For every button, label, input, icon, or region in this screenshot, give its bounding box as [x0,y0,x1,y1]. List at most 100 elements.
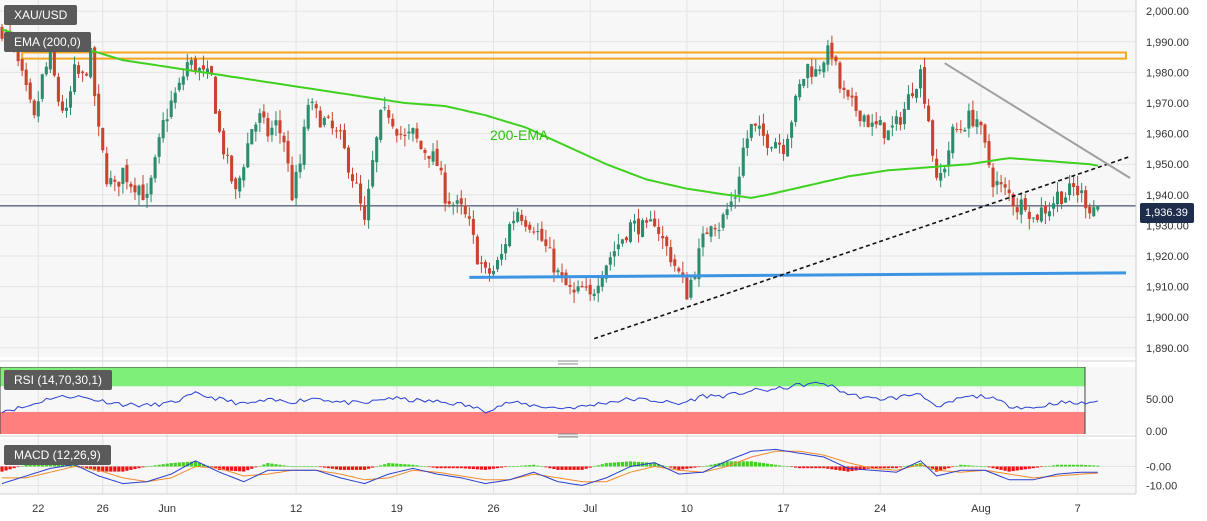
candle-body [161,120,165,139]
candle-body [56,76,60,102]
macd-histogram-bar [266,463,270,467]
macd-histogram-bar [701,466,705,468]
candle-body [556,270,560,273]
macd-histogram-bar [435,466,439,469]
macd-histogram-bar [149,465,153,467]
candle-body [423,149,427,154]
resize-handle[interactable] [556,358,580,366]
macd-histogram-bar [681,466,685,470]
candle-body [169,100,173,117]
macd-histogram-bar [350,466,355,470]
candle-body [391,118,395,127]
macd-histogram-bar [673,466,677,469]
macd-histogram-bar [1019,466,1023,470]
candle-body [1059,191,1064,204]
macd-histogram-bar [661,465,665,467]
candle-body [16,47,20,62]
macd-histogram-bar [790,466,794,468]
candle-body [129,183,133,187]
macd-histogram-bar [644,462,649,467]
x-tick-label: 26 [487,503,499,515]
candle-body [653,218,657,227]
candle-body [697,248,701,280]
macd-histogram-bar [439,466,443,469]
macd-histogram-bar [898,466,902,468]
candle-body [649,219,653,222]
macd-histogram-bar [745,461,749,467]
candle-body [32,100,36,116]
macd-histogram-bar [447,466,451,469]
macd-histogram-bar [870,466,874,469]
candle-body [230,155,234,182]
candle-body [443,172,447,204]
symbol-label[interactable]: XAU/USD [4,5,78,25]
candle-body [576,286,580,292]
candle-body [121,167,125,184]
macd-histogram-bar [330,466,334,469]
macd-histogram-bar [971,465,975,467]
macd-histogram-bar [153,465,157,467]
rsi-indicator-label[interactable]: RSI (14,70,30,1) [4,370,113,390]
macd-histogram-bar [354,466,359,470]
candle-body [761,123,765,136]
rsi-panel [0,367,1098,434]
candle-body [322,117,326,126]
macd-histogram-bar [741,461,745,467]
macd-histogram-bar [580,466,584,470]
macd-histogram-bar [524,465,528,467]
macd-histogram-bar [709,464,713,467]
macd-histogram-bar [528,465,532,467]
candle-body [1092,207,1096,217]
macd-histogram-bar [818,466,822,469]
macd-histogram-bar [181,462,185,467]
macd-histogram-bar [612,462,616,467]
macd-indicator-label[interactable]: MACD (12,26,9) [4,445,111,465]
candle-body [97,93,101,127]
candle-body [806,64,810,79]
candle-body [830,42,834,58]
candle-body [689,279,693,298]
macd-histogram-bar [20,465,24,467]
candle-body [270,127,274,136]
macd-histogram-bar [117,466,121,472]
rsi-tick-label: 0.00 [1146,426,1167,438]
macd-histogram-bar [161,464,165,467]
macd-histogram-bar [56,463,61,467]
candle-body [1023,198,1027,211]
candle-body [661,235,665,239]
candle-body [342,129,346,149]
candle-body [189,60,193,65]
candle-body [20,59,24,71]
macd-histogram-bar [254,466,258,468]
candle-body [878,120,882,126]
candle-body [987,141,991,166]
macd-histogram-bar [878,466,882,469]
candle-body [906,94,910,110]
macd-histogram-bar [769,464,774,467]
candle-body [596,285,600,294]
candle-body [918,69,923,89]
candle-body [28,82,32,100]
macd-histogram-bar [463,466,467,469]
candle-body [330,120,334,129]
rsi-overbought-zone [0,367,1085,387]
macd-histogram-bar [995,466,999,470]
macd-histogram-bar [802,466,806,469]
macd-histogram-bar [1076,464,1080,467]
candle-body [536,231,540,233]
x-tick-label: Aug [971,503,991,515]
macd-histogram-bar [536,465,540,467]
macd-histogram-bar [286,465,290,467]
candle-body [383,107,387,109]
candle-body [923,67,927,104]
candle-body [262,111,266,118]
candle-body [850,95,854,98]
candle-body [419,140,423,149]
candle-body [141,184,145,201]
candle-body [491,270,496,275]
macd-histogram-bar [234,466,238,472]
candle-body [467,216,471,219]
resize-handle[interactable] [556,432,580,440]
ema-indicator-label[interactable]: EMA (200,0) [4,32,91,52]
macd-histogram-bar [290,466,294,468]
